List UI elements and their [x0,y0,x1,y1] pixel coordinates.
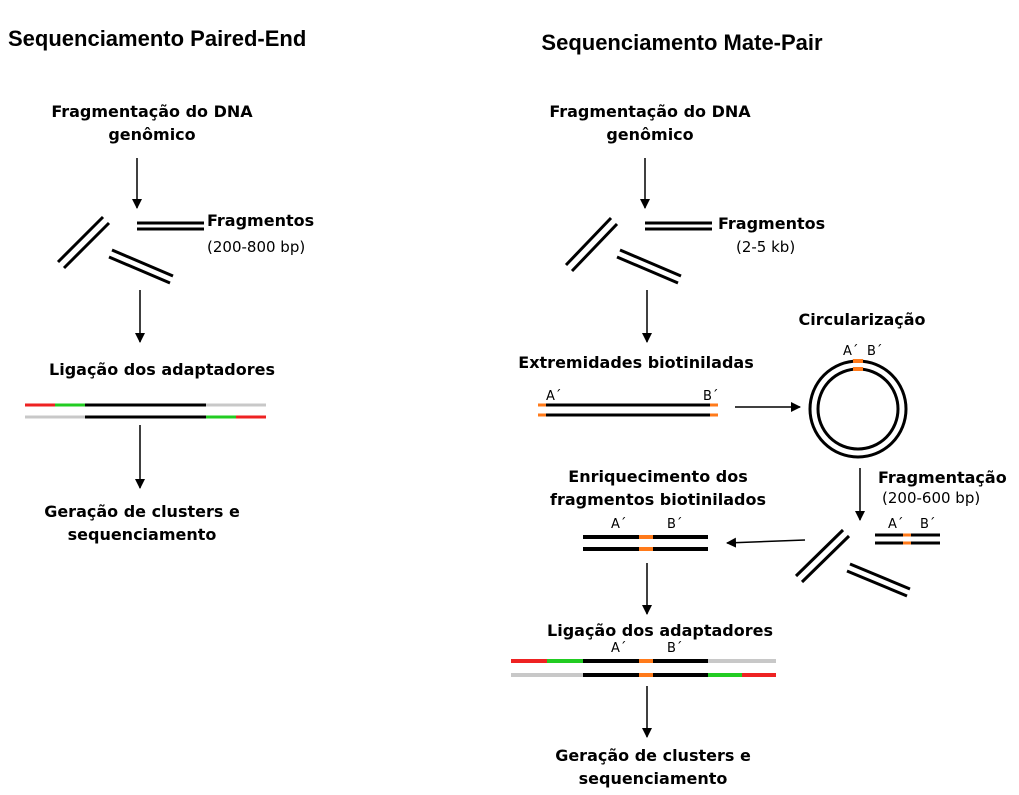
pe-fragmentation-line2: genômico [108,125,195,144]
mp-fragments-label: Fragmentos [718,214,825,233]
mp-linear-label-b: B´ [703,389,718,404]
mp-fragmentation-line2: genômico [606,125,693,144]
mp-circular-dna [808,359,908,459]
mp-biotinylated-label: Extremidades biotiniladas [518,353,753,372]
mp-fragments-size: (2-5 kb) [736,238,795,256]
mp-enriched-label-b: B´ [667,517,682,532]
mp-clusters-line1: Geração de clusters e [555,746,751,765]
pe-adapters-label: Ligação dos adaptadores [49,360,275,379]
mp-circle-label-b: B´ [867,344,882,359]
mp-adapter-label-b: B´ [667,641,682,656]
mp-small-fragments [794,528,940,598]
pe-adapter-ligated-fragment [25,403,266,419]
mp-enrichment-line1: Enriquecimento dos [568,467,747,486]
mp-circle-label-a: A´ [843,344,858,359]
paired-end-panel: Sequenciamento Paired-End Fragmentação d… [8,26,314,544]
pe-clusters-line2: sequenciamento [68,525,217,544]
mp-enriched-fragment [583,535,708,551]
mp-small-fragment-junction [903,533,911,545]
pe-fragments-label: Fragmentos [207,211,314,230]
mp-fragmentation2-label: Fragmentação [878,468,1007,487]
mp-adapter-label-a: A´ [611,641,626,656]
mp-enriched-label-a: A´ [611,517,626,532]
mp-fragmentation-line1: Fragmentação do DNA [549,102,751,121]
mp-clusters-line2: sequenciamento [579,769,728,788]
mp-linear-label-a: A´ [546,389,561,404]
mp-small-label-b: B´ [920,517,935,532]
mp-small-label-a: A´ [888,517,903,532]
mp-circularization-label: Circularização [798,310,925,329]
mate-pair-panel: Sequenciamento Mate-Pair Fragmentação do… [511,30,1007,788]
pe-fragments [56,215,204,285]
mp-adapter-ligated-fragment [511,659,776,677]
mate-pair-title: Sequenciamento Mate-Pair [541,30,823,55]
paired-end-title: Sequenciamento Paired-End [8,26,306,51]
mp-biotinylated-fragment [538,403,718,417]
mp-arrow-to-enrichment [726,537,806,548]
pe-clusters-line1: Geração de clusters e [44,502,240,521]
mp-fragmentation2-size: (200-600 bp) [882,489,980,507]
mp-adapters-label: Ligação dos adaptadores [547,621,773,640]
pe-fragmentation-line1: Fragmentação do DNA [51,102,253,121]
mp-enrichment-line2: fragmentos biotinilados [550,490,766,509]
mp-fragments [564,216,712,285]
pe-fragments-size: (200-800 bp) [207,238,305,256]
